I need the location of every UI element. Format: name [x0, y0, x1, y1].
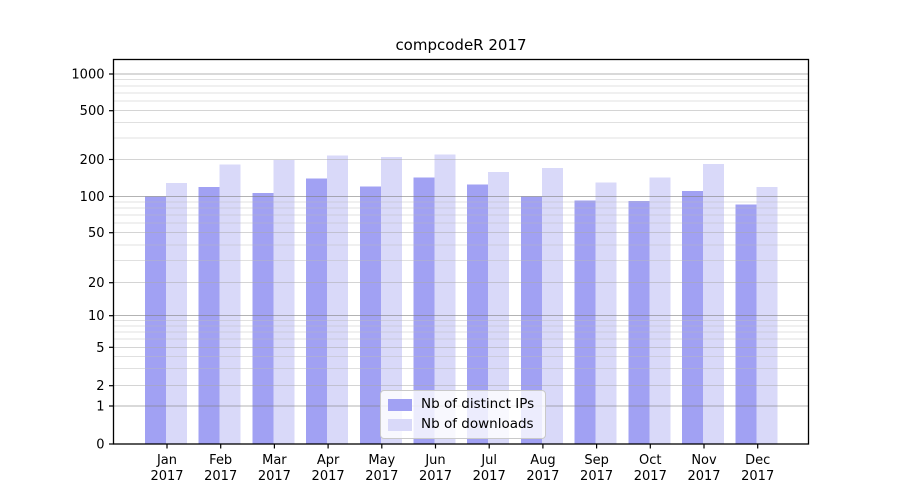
x-tick-label-year: 2017: [687, 469, 720, 484]
bar-downloads-jun: [434, 154, 456, 444]
x-tick-label-month: May: [368, 453, 395, 468]
x-tick-label-year: 2017: [365, 469, 398, 484]
legend-swatch-distinct-ips: [388, 398, 412, 411]
bar-downloads-aug: [541, 168, 563, 444]
y-tick-label: 1000: [71, 68, 104, 83]
legend-label-downloads: Nb of downloads: [421, 416, 534, 432]
bar-downloads-jan: [166, 182, 187, 444]
x-tick-label-month: Dec: [745, 453, 770, 468]
legend: Nb of distinct IPs Nb of downloads: [380, 390, 547, 439]
bar-distinct-ips-nov: [682, 190, 703, 444]
bar-distinct-ips-jul: [467, 184, 489, 444]
x-tick-label-year: 2017: [312, 469, 345, 484]
x-tick-label-year: 2017: [419, 469, 452, 484]
x-tick-label-month: Jan: [156, 453, 177, 468]
bar-downloads-mar: [273, 159, 295, 445]
bar-downloads-feb: [219, 164, 241, 444]
x-tick-label-month: Sep: [584, 453, 609, 468]
bar-distinct-ips-mar: [252, 192, 274, 444]
legend-label-distinct-ips: Nb of distinct IPs: [421, 396, 535, 412]
bar-distinct-ips-apr: [306, 178, 328, 444]
bar-distinct-ips-jan: [145, 196, 166, 444]
y-tick-label: 2: [96, 379, 104, 394]
x-tick-label-month: Feb: [209, 453, 232, 468]
bar-distinct-ips-sep: [574, 200, 596, 444]
x-tick-label-year: 2017: [580, 469, 613, 484]
x-tick-label-month: Jul: [480, 453, 497, 468]
y-tick-label: 10: [88, 309, 105, 324]
y-tick-label: 20: [88, 276, 105, 291]
x-tick-label-year: 2017: [473, 469, 506, 484]
bar-downloads-oct: [649, 177, 671, 444]
x-tick-label-month: Jun: [424, 453, 445, 468]
bar-distinct-ips-dec: [735, 204, 757, 444]
y-tick-label: 100: [80, 190, 105, 205]
y-tick-label: 0: [96, 438, 104, 453]
x-tick-label-month: Mar: [262, 453, 287, 468]
x-tick-label-year: 2017: [258, 469, 291, 484]
plot-frame: [112, 58, 810, 445]
bar-distinct-ips-oct: [628, 200, 650, 444]
bar-downloads-apr: [327, 155, 349, 444]
x-tick-label-year: 2017: [634, 469, 667, 484]
legend-swatch-downloads: [388, 418, 412, 431]
x-tick-label-year: 2017: [150, 469, 183, 484]
bar-downloads-sep: [595, 182, 617, 444]
y-tick-label: 50: [88, 226, 105, 241]
bar-downloads-nov: [703, 164, 724, 444]
bar-distinct-ips-jun: [413, 177, 435, 444]
x-tick-label-year: 2017: [526, 469, 559, 484]
y-tick-label: 5: [96, 341, 104, 356]
bar-downloads-jul: [488, 172, 510, 444]
legend-item-distinct-ips: Nb of distinct IPs: [388, 397, 534, 412]
bar-distinct-ips-may: [359, 186, 381, 445]
x-tick-label-month: Apr: [317, 453, 340, 468]
x-tick-label-year: 2017: [204, 469, 237, 484]
x-tick-label-month: Oct: [639, 453, 661, 468]
y-tick-label: 200: [80, 153, 105, 168]
legend-item-downloads: Nb of downloads: [388, 417, 534, 432]
x-tick-label-month: Nov: [691, 453, 717, 468]
bar-downloads-may: [380, 156, 402, 444]
y-tick-label: 500: [80, 104, 105, 119]
bar-distinct-ips-aug: [520, 196, 542, 444]
chart-title: compcodeR 2017: [395, 36, 527, 54]
x-tick-label-year: 2017: [741, 469, 774, 484]
x-tick-label-month: Aug: [530, 453, 555, 468]
y-tick-label: 1: [96, 400, 104, 415]
